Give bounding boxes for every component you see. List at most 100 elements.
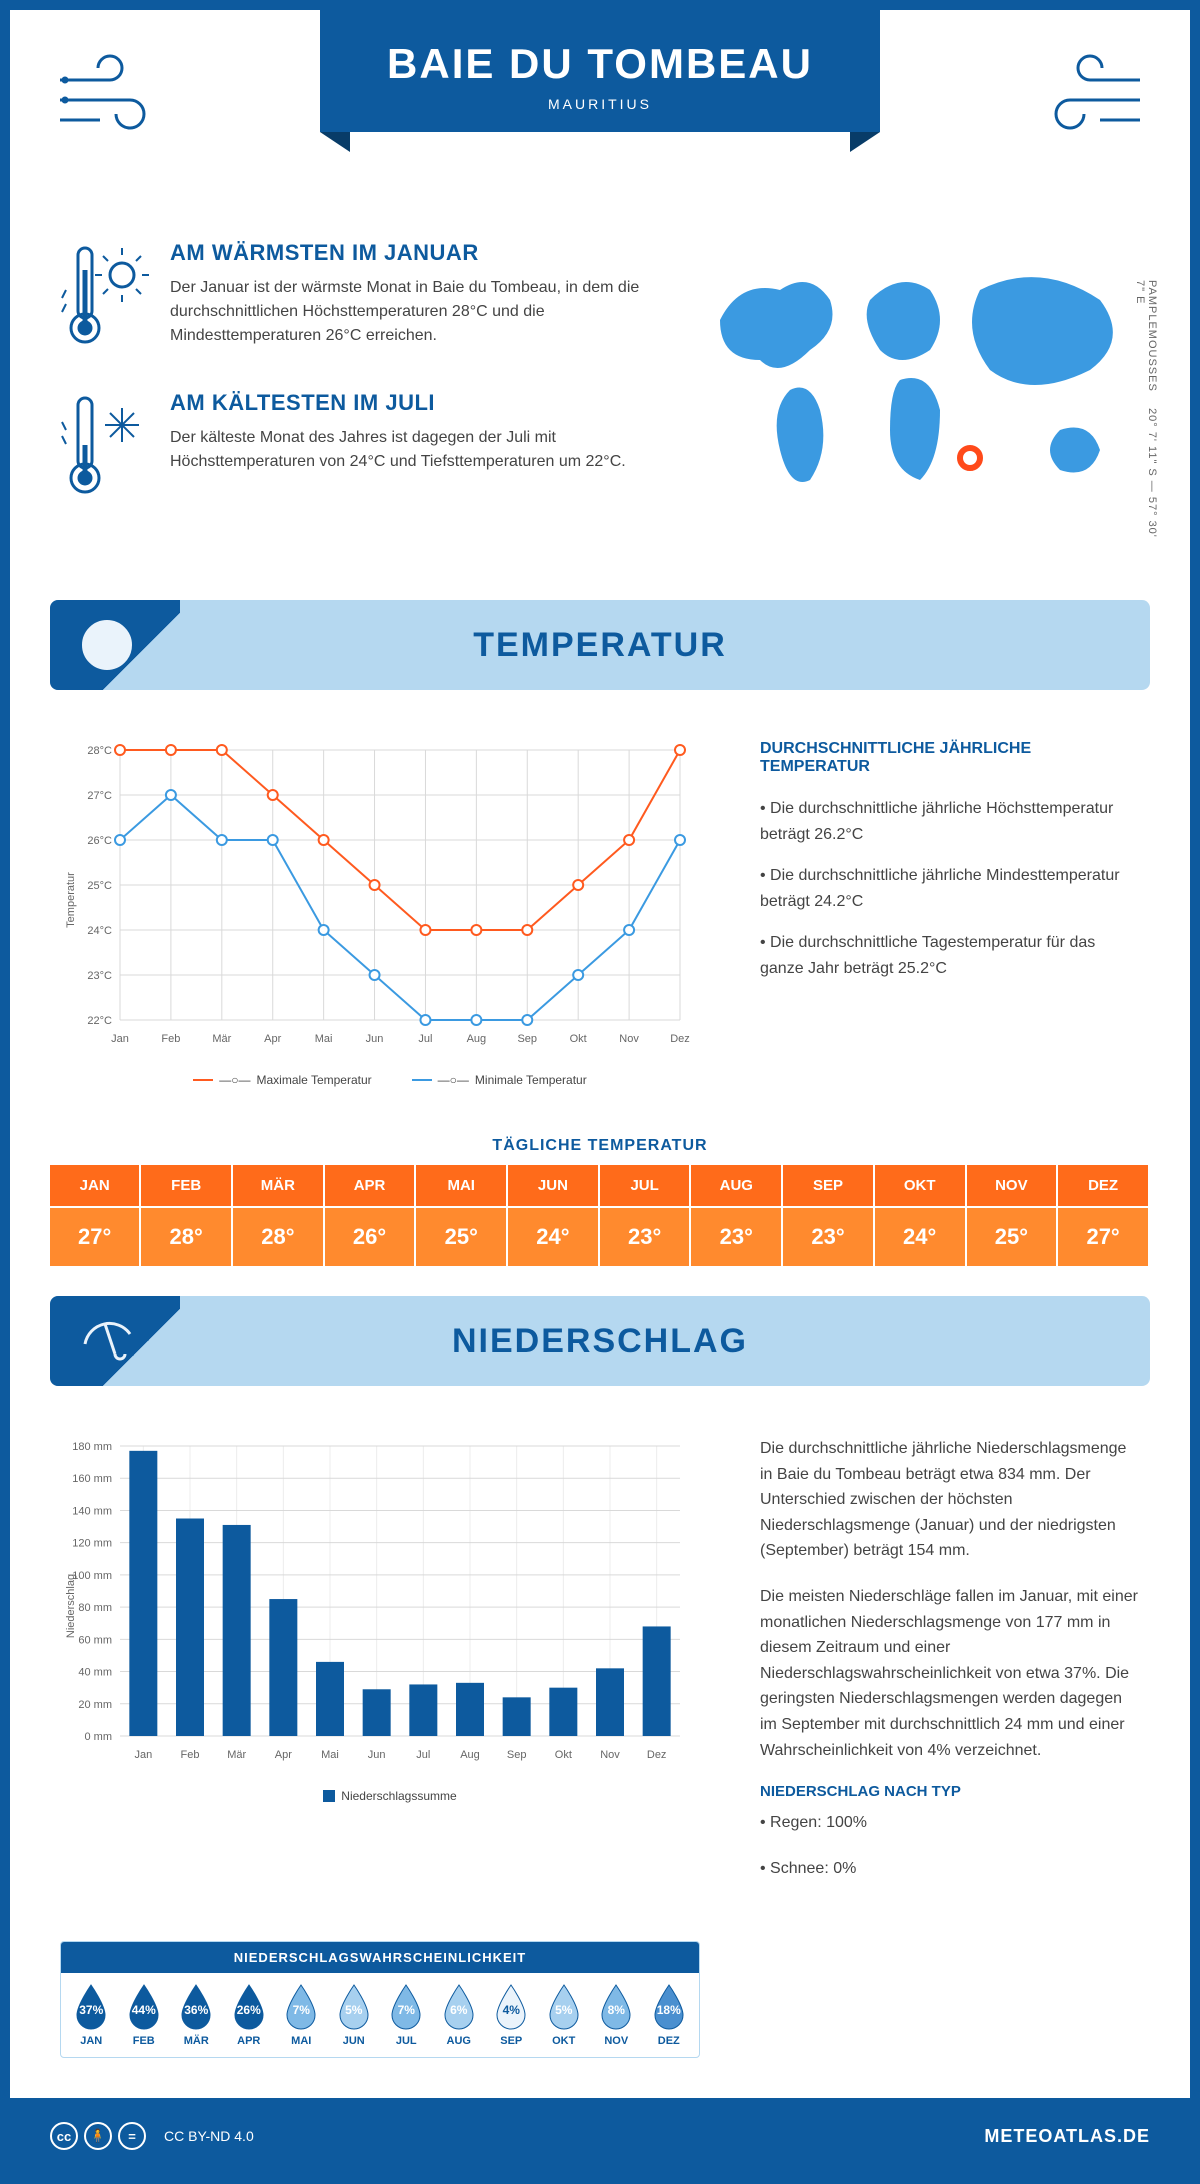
temperature-section-header: TEMPERATUR: [50, 600, 1150, 690]
warmest-title: AM WÄRMSTEN IM JANUAR: [170, 240, 640, 266]
drop-icon: 4%: [492, 1983, 530, 2031]
coldest-desc: Der kälteste Monat des Jahres ist dagege…: [170, 426, 640, 474]
drop-icon: 26%: [230, 1983, 268, 2031]
svg-text:Niederschlag: Niederschlag: [65, 1574, 77, 1638]
svg-text:Sep: Sep: [517, 1033, 537, 1045]
svg-text:180 mm: 180 mm: [72, 1441, 112, 1453]
svg-text:Mai: Mai: [315, 1033, 333, 1045]
temperature-content: 22°C23°C24°C25°C26°C27°C28°CTemperaturJa…: [10, 710, 1190, 1117]
drop-icon: 6%: [440, 1983, 478, 2031]
license-block: cc 🧍 = CC BY-ND 4.0: [50, 2122, 254, 2150]
precipitation-info: Die durchschnittliche jährliche Niedersc…: [760, 1436, 1140, 1901]
svg-text:22°C: 22°C: [87, 1015, 112, 1027]
svg-text:Mär: Mär: [227, 1749, 246, 1761]
by-icon: 🧍: [84, 2122, 112, 2150]
temp-value: 28°: [140, 1207, 232, 1266]
month-header: SEP: [782, 1165, 874, 1207]
precipitation-chart-area: 0 mm20 mm40 mm60 mm80 mm100 mm120 mm140 …: [60, 1436, 720, 1901]
temp-value: 23°: [782, 1207, 874, 1266]
svg-text:Jun: Jun: [368, 1749, 386, 1761]
country-label: MAURITIUS: [320, 96, 880, 112]
precipitation-title: NIEDERSCHLAG: [452, 1322, 748, 1361]
drop-icon: 18%: [650, 1983, 688, 2031]
svg-text:100 mm: 100 mm: [72, 1570, 112, 1582]
svg-text:Jan: Jan: [134, 1749, 152, 1761]
prob-title: NIEDERSCHLAGSWAHRSCHEINLICHKEIT: [61, 1942, 699, 1973]
month-header: DEZ: [1057, 1165, 1149, 1207]
thermometer-hot-icon: [60, 240, 150, 355]
svg-text:Okt: Okt: [570, 1033, 587, 1045]
svg-text:26°C: 26°C: [87, 835, 112, 847]
svg-text:Aug: Aug: [467, 1033, 487, 1045]
temp-value: 25°: [966, 1207, 1058, 1266]
svg-text:Dez: Dez: [670, 1033, 690, 1045]
month-header: AUG: [690, 1165, 782, 1207]
temp-value: 27°: [50, 1207, 140, 1266]
temp-bullet-1: • Die durchschnittliche jährliche Höchst…: [760, 796, 1140, 847]
temp-value: 25°: [415, 1207, 507, 1266]
temp-value: 24°: [874, 1207, 966, 1266]
svg-text:40 mm: 40 mm: [78, 1667, 112, 1679]
sun-icon: [70, 608, 144, 687]
prob-cell: 36% MÄR: [170, 1983, 223, 2047]
temp-info-title: DURCHSCHNITTLICHE JÄHRLICHE TEMPERATUR: [760, 740, 1140, 776]
precip-snow: • Schnee: 0%: [760, 1856, 1140, 1882]
svg-text:160 mm: 160 mm: [72, 1473, 112, 1485]
month-header: MAI: [415, 1165, 507, 1207]
world-map-icon: [680, 240, 1140, 520]
temp-value: 23°: [690, 1207, 782, 1266]
wind-icon-left: [50, 50, 170, 145]
svg-text:20 mm: 20 mm: [78, 1699, 112, 1711]
month-header: JUL: [599, 1165, 691, 1207]
temp-chart-legend: —○—Maximale Temperatur —○—Minimale Tempe…: [60, 1073, 720, 1087]
svg-text:Jun: Jun: [366, 1033, 384, 1045]
temp-value: 23°: [599, 1207, 691, 1266]
prob-cell: 44% FEB: [118, 1983, 171, 2047]
svg-text:140 mm: 140 mm: [72, 1505, 112, 1517]
daily-temp-table: JANFEBMÄRAPRMAIJUNJULAUGSEPOKTNOVDEZ27°2…: [50, 1165, 1150, 1266]
svg-text:80 mm: 80 mm: [78, 1602, 112, 1614]
precip-rain: • Regen: 100%: [760, 1810, 1140, 1836]
svg-text:0 mm: 0 mm: [85, 1731, 113, 1743]
prob-cell: 26% APR: [223, 1983, 276, 2047]
drop-icon: 44%: [125, 1983, 163, 2031]
header: BAIE DU TOMBEAU MAURITIUS: [10, 10, 1190, 200]
warmest-desc: Der Januar ist der wärmste Monat in Baie…: [170, 276, 640, 348]
umbrella-icon: [70, 1304, 140, 1379]
temp-value: 28°: [232, 1207, 324, 1266]
month-header: NOV: [966, 1165, 1058, 1207]
precip-chart-legend: Niederschlagssumme: [60, 1789, 720, 1803]
svg-text:Feb: Feb: [161, 1033, 180, 1045]
drop-icon: 36%: [177, 1983, 215, 2031]
drop-icon: 7%: [387, 1983, 425, 2031]
warmest-block: AM WÄRMSTEN IM JANUAR Der Januar ist der…: [60, 240, 640, 355]
precipitation-section-header: NIEDERSCHLAG: [50, 1296, 1150, 1386]
svg-text:Nov: Nov: [619, 1033, 639, 1045]
temp-value: 26°: [324, 1207, 416, 1266]
prob-row: 37% JAN 44% FEB 36% MÄR 26% APR 7% MAI 5…: [61, 1973, 699, 2057]
coldest-text: AM KÄLTESTEN IM JULI Der kälteste Monat …: [170, 390, 640, 505]
svg-text:Temperatur: Temperatur: [65, 872, 77, 928]
svg-text:24°C: 24°C: [87, 925, 112, 937]
svg-text:Mär: Mär: [212, 1033, 231, 1045]
svg-text:Jan: Jan: [111, 1033, 129, 1045]
temp-bullet-3: • Die durchschnittliche Tagestemperatur …: [760, 930, 1140, 981]
temp-bullet-2: • Die durchschnittliche jährliche Mindes…: [760, 863, 1140, 914]
svg-text:27°C: 27°C: [87, 790, 112, 802]
svg-text:Feb: Feb: [181, 1749, 200, 1761]
prob-cell: 4% SEP: [485, 1983, 538, 2047]
drop-icon: 37%: [72, 1983, 110, 2031]
month-header: MÄR: [232, 1165, 324, 1207]
svg-text:Dez: Dez: [647, 1749, 667, 1761]
brand-label: METEOATLAS.DE: [984, 2126, 1150, 2147]
precipitation-content: 0 mm20 mm40 mm60 mm80 mm100 mm120 mm140 …: [10, 1406, 1190, 1931]
precipitation-probability-box: NIEDERSCHLAGSWAHRSCHEINLICHKEIT 37% JAN …: [60, 1941, 700, 2058]
coldest-title: AM KÄLTESTEN IM JULI: [170, 390, 640, 416]
cc-icon: cc: [50, 2122, 78, 2150]
wind-icon-right: [1030, 50, 1150, 145]
svg-text:Jul: Jul: [418, 1033, 432, 1045]
precip-type-title: NIEDERSCHLAG NACH TYP: [760, 1783, 1140, 1800]
license-text: CC BY-ND 4.0: [164, 2128, 254, 2144]
svg-text:Jul: Jul: [416, 1749, 430, 1761]
temp-value: 24°: [507, 1207, 599, 1266]
